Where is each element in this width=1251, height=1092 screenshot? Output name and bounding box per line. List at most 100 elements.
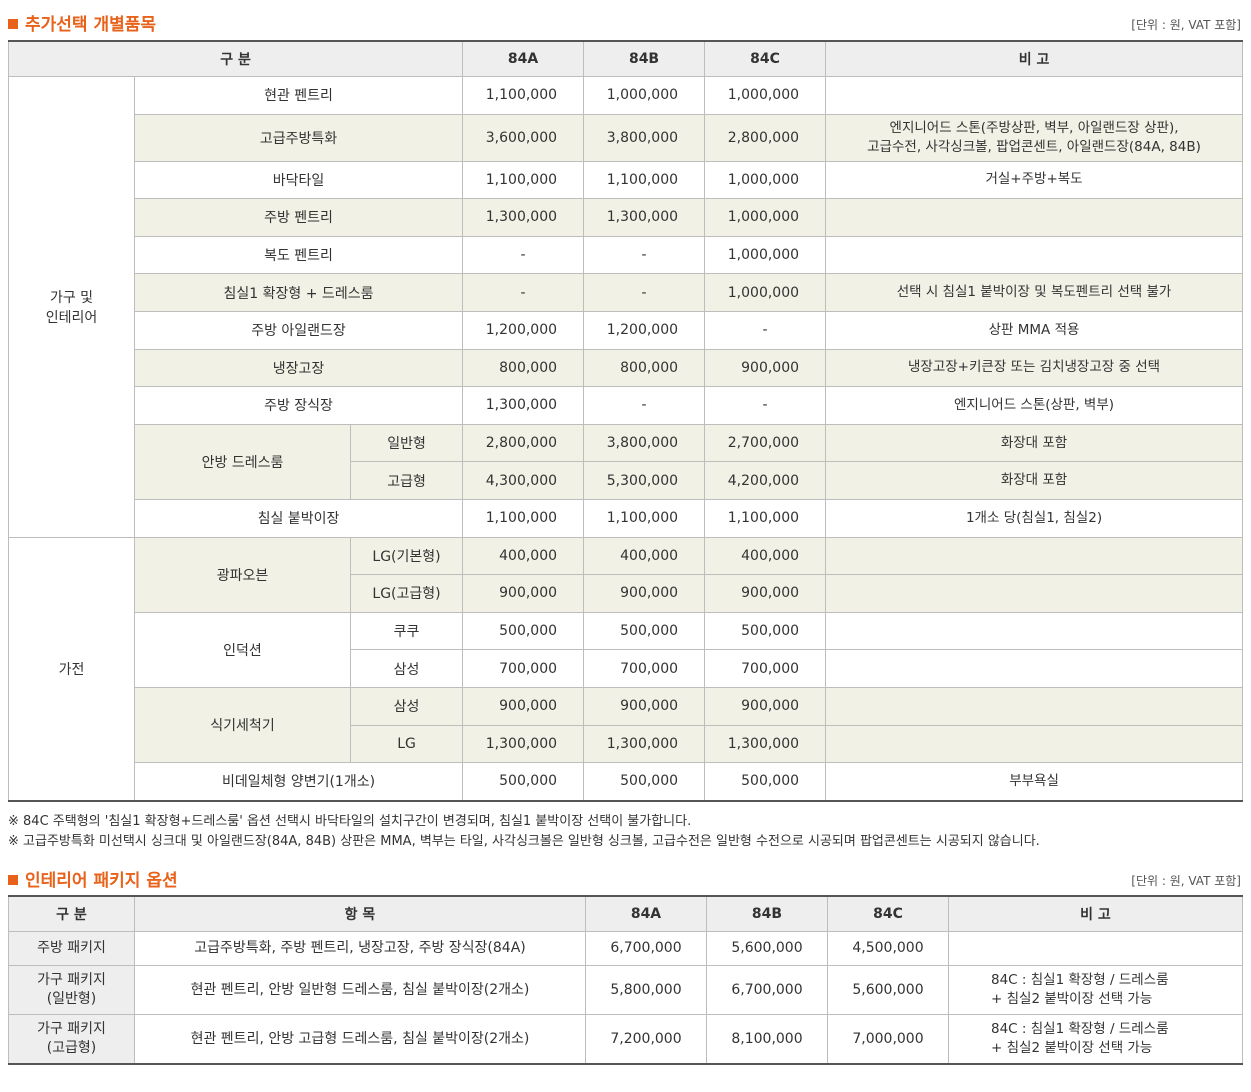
table-row: 침실1 확장형 + 드레스룸 - - 1,000,000 선택 시 침실1 붙박… — [9, 273, 1244, 312]
item-subtype: LG(기본형) — [349, 536, 464, 576]
table-row: 가구 및 인테리어 현관 펜트리 1,100,000 1,000,000 1,0… — [8, 76, 1244, 538]
individual-options-table: 구 분 84A 84B 84C 비 고 가구 및 인테리어 현관 펜트리 1,1… — [7, 40, 1244, 802]
header-category: 구 분 — [7, 40, 464, 77]
price-84c: 7,000,000 — [827, 1014, 949, 1065]
item-subtype: 쿠쿠 — [349, 611, 464, 651]
price-84a: 800,000 — [462, 348, 585, 388]
item-name: 고급주방특화 — [133, 113, 464, 162]
note: 부부욕실 — [825, 762, 1244, 802]
price-84a: 500,000 — [462, 611, 585, 651]
note: 화장대 포함 — [825, 461, 1244, 500]
item-name: 현관 펜트리 — [133, 76, 464, 115]
price-84b: 900,000 — [583, 686, 706, 726]
header-items: 항 목 — [134, 895, 586, 932]
header-84c: 84C — [704, 40, 827, 77]
price-84a: 4,300,000 — [462, 461, 585, 500]
header-note: 비 고 — [825, 40, 1244, 77]
price-84c: 500,000 — [704, 762, 827, 802]
price-84b: 400,000 — [583, 536, 706, 576]
footnotes: ※ 84C 주택형의 '침실1 확장형+드레스룸' 옵션 선택시 바닥타일의 설… — [8, 812, 1040, 852]
section1-unit: [단위 : 원, VAT 포함] — [1131, 18, 1241, 32]
price-84c: 4,200,000 — [704, 461, 827, 500]
note: 냉장고장+키큰장 또는 김치냉장고장 중 선택 — [825, 348, 1244, 388]
price-84b: 500,000 — [583, 762, 706, 802]
item-name: 비데일체형 양변기(1개소) — [133, 762, 464, 802]
price-84b: 5,300,000 — [583, 461, 706, 500]
table-row: 주방 패키지 고급주방특화, 주방 펜트리, 냉장고장, 주방 장식장(84A)… — [8, 931, 1243, 966]
price-84b: 1,200,000 — [583, 310, 706, 350]
section1-title: 추가선택 개별품목 — [8, 10, 156, 35]
price-84c: - — [704, 310, 827, 350]
price-84c: - — [704, 386, 827, 425]
note — [825, 611, 1244, 651]
table-row: 주방 펜트리 1,300,000 1,300,000 1,000,000 — [9, 198, 1244, 237]
price-84a: 700,000 — [462, 649, 585, 688]
price-84b: 3,800,000 — [583, 113, 706, 162]
item-subtype: 삼성 — [349, 686, 464, 726]
table-row: 안방 드레스룸 일반형 2,800,000 3,800,000 2,700,00… — [9, 423, 1244, 500]
price-84a: - — [462, 235, 585, 275]
price-84a: 1,300,000 — [462, 386, 585, 425]
table-row: 주방 아일랜드장 1,200,000 1,200,000 - 상판 MMA 적용 — [9, 310, 1244, 350]
price-84a: 1,300,000 — [462, 198, 585, 237]
price-84b: 1,300,000 — [583, 724, 706, 764]
note: 1개소 당(침실1, 침실2) — [825, 498, 1244, 538]
price-84c: 1,000,000 — [704, 235, 827, 275]
item-subtype: LG — [349, 724, 464, 764]
price-84b: 1,100,000 — [583, 498, 706, 538]
table-row: 냉장고장 800,000 800,000 900,000 냉장고장+키큰장 또는… — [9, 348, 1244, 388]
price-84c: 900,000 — [704, 348, 827, 388]
table-row: 가전 광파오븐 LG(기본형) 400,000 400,000 400,000 — [8, 536, 1244, 802]
price-84b: 8,100,000 — [706, 1014, 828, 1065]
price-84b: - — [583, 273, 706, 312]
price-84a: 500,000 — [462, 762, 585, 802]
package-items: 고급주방특화, 주방 펜트리, 냉장고장, 주방 장식장(84A) — [134, 931, 586, 966]
price-84a: 1,100,000 — [462, 498, 585, 538]
package-items: 현관 펜트리, 안방 일반형 드레스룸, 침실 붙박이장(2개소) — [134, 965, 586, 1015]
table-row: 삼성 700,000 700,000 700,000 — [9, 649, 1244, 688]
price-84a: 7,200,000 — [585, 1014, 707, 1065]
price-84b: 1,000,000 — [583, 76, 706, 115]
item-name: 주방 장식장 — [133, 386, 464, 425]
price-84b: - — [583, 235, 706, 275]
note: 화장대 포함 — [825, 423, 1244, 463]
note — [825, 235, 1244, 275]
note: 선택 시 침실1 붙박이장 및 복도펜트리 선택 불가 — [825, 273, 1244, 312]
square-bullet-icon — [8, 19, 18, 29]
note — [825, 536, 1244, 576]
note — [825, 724, 1244, 764]
note — [825, 574, 1244, 613]
price-84a: 900,000 — [462, 686, 585, 726]
note: 엔지니어드 스톤(상판, 벽부) — [825, 386, 1244, 425]
price-84a: - — [462, 273, 585, 312]
item-subtype: 일반형 — [349, 423, 464, 463]
package-options-table: 구 분 항 목 84A 84B 84C 비 고 주방 패키지 고급주방특화, 주… — [8, 895, 1243, 1065]
header-category: 구 분 — [8, 895, 135, 932]
table-row: 가구 패키지 (고급형) 현관 펜트리, 안방 고급형 드레스룸, 침실 붙박이… — [8, 1014, 1243, 1065]
item-name: 주방 펜트리 — [133, 198, 464, 237]
note — [825, 649, 1244, 688]
note: 상판 MMA 적용 — [825, 310, 1244, 350]
table-row: LG(고급형) 900,000 900,000 900,000 — [9, 574, 1244, 613]
price-84b: 700,000 — [583, 649, 706, 688]
price-84b: 1,100,000 — [583, 160, 706, 200]
header-note: 비 고 — [948, 895, 1243, 932]
price-84b: 800,000 — [583, 348, 706, 388]
price-84c: 5,600,000 — [827, 965, 949, 1015]
price-84a: 1,100,000 — [462, 160, 585, 200]
table-row: 식기세척기 삼성 900,000 900,000 900,000 — [9, 686, 1244, 764]
group-furniture-interior: 가구 및 인테리어 — [8, 76, 135, 538]
price-84a: 1,200,000 — [462, 310, 585, 350]
table-row: 비데일체형 양변기(1개소) 500,000 500,000 500,000 부… — [9, 762, 1244, 802]
group-appliances: 가전 — [8, 536, 135, 802]
item-subtype: 삼성 — [349, 649, 464, 688]
price-84a: 1,100,000 — [462, 76, 585, 115]
item-subtype: 고급형 — [349, 461, 464, 500]
price-84b: 500,000 — [583, 611, 706, 651]
package-items: 현관 펜트리, 안방 고급형 드레스룸, 침실 붙박이장(2개소) — [134, 1014, 586, 1065]
table-row: 고급형 4,300,000 5,300,000 4,200,000 화장대 포함 — [9, 461, 1244, 500]
item-name: 안방 드레스룸 — [134, 423, 351, 500]
table-row: 복도 펜트리 - - 1,000,000 — [9, 235, 1244, 275]
table-header-row: 구 분 항 목 84A 84B 84C 비 고 — [8, 895, 1243, 932]
price-84c: 900,000 — [704, 686, 827, 726]
